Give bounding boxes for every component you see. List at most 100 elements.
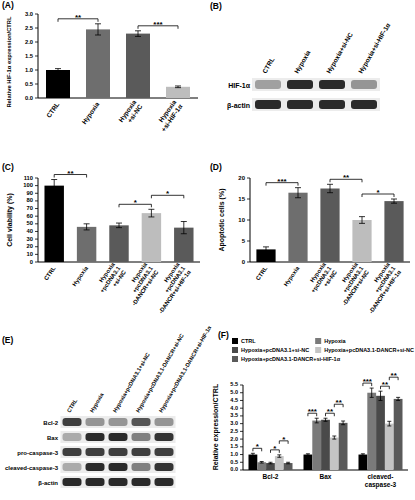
blot-strip <box>61 461 176 473</box>
y-tick <box>240 431 243 432</box>
error-bar <box>361 454 365 456</box>
legend-label: Hypoxia+pcDNA3.1+si-NC <box>241 347 309 353</box>
significance-label: *** <box>277 177 287 186</box>
y-tick <box>240 400 243 401</box>
band <box>155 418 174 426</box>
error-bar <box>175 86 181 88</box>
y-tick-label: 1.5 <box>25 53 34 59</box>
blot-panel: (E)CTRLHypoxiaHypoxia+pcDNA3.1+si-NCHypo… <box>2 324 213 488</box>
band <box>351 100 377 109</box>
y-tick <box>35 56 38 57</box>
y-tick-label: 5 <box>242 238 246 244</box>
y-tick-label: 10 <box>27 251 33 257</box>
x-tick-label: Hypoxia <box>71 265 89 288</box>
error-bar <box>370 388 374 397</box>
x-tick-label-group: Hypoxia+pcDNA3.1-DANCR+si-HIF-1α <box>357 261 403 315</box>
y-tick <box>35 254 38 255</box>
band <box>287 80 313 89</box>
y-tick <box>35 178 38 179</box>
band <box>63 448 82 456</box>
significance-label: *** <box>363 377 373 386</box>
bar <box>126 34 150 98</box>
bar <box>394 399 403 470</box>
x-tick-label-group: Hypoxia+si-HIF-1α <box>154 98 184 133</box>
band <box>132 418 151 426</box>
legend-swatch <box>232 356 238 362</box>
error-bar <box>116 223 122 228</box>
x-tick-label: Hypoxia <box>80 100 101 126</box>
y-tick-label: 3.0 <box>25 11 33 17</box>
x-tick-label: Bcl-2 <box>263 473 279 480</box>
blot-strip <box>61 446 176 458</box>
band <box>155 478 174 486</box>
bar <box>312 421 321 470</box>
band <box>63 478 82 486</box>
band <box>86 448 105 456</box>
y-tick <box>240 392 243 393</box>
band <box>63 433 82 441</box>
band <box>132 478 151 486</box>
band <box>255 80 281 89</box>
y-tick <box>35 200 38 201</box>
x-tick-label-group: Hypoxia+si-NC <box>117 98 144 127</box>
y-tick <box>247 220 250 221</box>
y-tick <box>247 262 250 263</box>
x-tick-label: Hypoxia+pcDNA3.1+si-NC <box>304 261 338 298</box>
blot-strip <box>61 416 176 428</box>
x-tick-label: Bax <box>320 473 332 480</box>
error-bar <box>327 184 333 192</box>
bar <box>339 423 348 470</box>
y-tick <box>35 14 38 15</box>
bar <box>142 213 161 262</box>
y-tick <box>35 28 38 29</box>
band <box>132 448 151 456</box>
x-tick-label-group: Hypoxia+pcDNA3.1+si-NC <box>304 261 338 298</box>
band <box>86 478 105 486</box>
error-bar <box>332 436 336 439</box>
y-axis-label: Relative expression/CTRL <box>212 383 220 470</box>
significance-label: *** <box>153 20 163 29</box>
significance-label: * <box>134 198 138 207</box>
error-bar <box>315 418 319 423</box>
y-tick <box>35 246 38 247</box>
legend-label: Hypoxia <box>324 338 346 344</box>
significance-label: *** <box>308 407 318 416</box>
y-tick <box>35 231 38 232</box>
x-tick-label: cleaved-caspase-3 <box>365 473 397 489</box>
y-tick-label: 2.5 <box>25 25 34 31</box>
bar <box>109 225 128 262</box>
bar <box>266 463 275 470</box>
bar <box>367 393 376 470</box>
x-tick-label-group: CTRL <box>255 265 269 281</box>
y-tick-label: 50 <box>27 220 33 226</box>
x-tick-label: Hypoxia+si-NC <box>117 98 144 127</box>
band <box>155 448 174 456</box>
bar <box>330 438 339 470</box>
panel: (C)Cell viability (%)0102030405060708090… <box>2 162 200 314</box>
x-tick-label: CTRL <box>45 101 61 119</box>
significance-label: * <box>282 435 286 444</box>
y-tick-label: 2.0 <box>230 436 238 442</box>
panel: (A)Relative HIF-1α expression/CTRL0.00.5… <box>2 0 198 133</box>
lane-label: Hypoxia+si-NC <box>325 31 355 75</box>
plot-area <box>46 24 190 98</box>
error-bar <box>135 31 141 37</box>
band-label: Bcl-2 <box>43 420 58 426</box>
significance-label: * <box>256 442 260 451</box>
y-tick <box>240 462 243 463</box>
lane-label: Hypoxia+si-HIF-1α <box>357 22 392 75</box>
significance-label: ** <box>382 380 389 389</box>
band <box>109 433 128 441</box>
y-tick <box>240 408 243 409</box>
error-bar <box>306 454 310 456</box>
x-tick-label-group: Hypoxia <box>80 100 101 126</box>
y-tick-label: 1.5 <box>230 443 238 449</box>
error-bar <box>181 222 187 234</box>
x-tick-label: Hypoxia+pcDNA3.1-DANCR+si-NC <box>330 261 370 307</box>
y-axis <box>38 178 39 262</box>
y-tick <box>247 199 250 200</box>
panel-label: (A) <box>2 0 14 10</box>
error-bar <box>148 209 154 217</box>
x-tick-label: CTRL <box>255 265 269 281</box>
y-tick <box>247 241 250 242</box>
